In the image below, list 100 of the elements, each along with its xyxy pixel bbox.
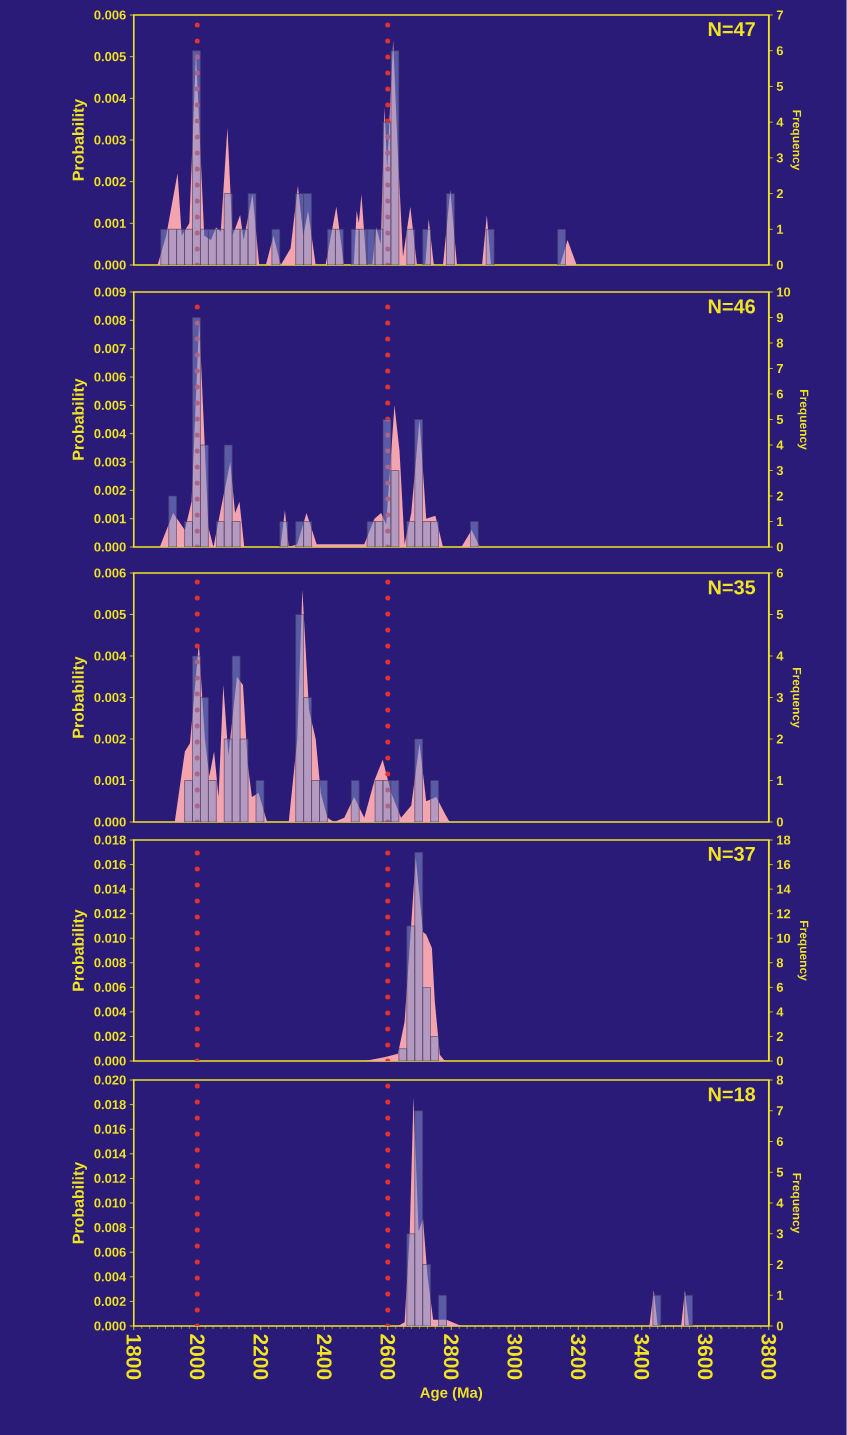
y-tick-label: 0.001 (94, 775, 126, 786)
y-tick-label: 0.004 (94, 1007, 127, 1017)
x-tick-label: 3800 (761, 1334, 777, 1380)
y2-tick-label: 0 (776, 260, 784, 270)
y2-axis-title: Frequency (797, 390, 809, 450)
x-tick-label: 2200 (253, 1334, 269, 1380)
y-tick-label: 0.016 (94, 1124, 126, 1134)
y2-tick-label: 5 (776, 1167, 784, 1177)
y2-tick-label: 6 (776, 568, 784, 578)
y-tick-label: 0.008 (94, 958, 126, 968)
y2-tick-label: 0 (776, 1056, 784, 1066)
y-tick-label: 0.002 (94, 734, 126, 744)
x-tick-label: 1800 (126, 1334, 142, 1380)
y2-tick-label: 2 (776, 734, 784, 744)
y-tick-label: 0.002 (94, 177, 126, 187)
x-tick-label: 3200 (570, 1334, 586, 1380)
y-axis-title: Probability (72, 1161, 88, 1244)
y-tick-label: 0.016 (94, 859, 126, 870)
y-tick-label: 0.000 (94, 817, 126, 827)
x-tick-label: 3400 (634, 1334, 650, 1380)
y2-tick-label: 6 (776, 46, 784, 56)
y2-tick-label: 8 (776, 958, 784, 968)
annotation: N=37 (708, 846, 755, 861)
y-tick-label: 0.020 (94, 1075, 126, 1085)
y2-tick-label: 6 (776, 389, 784, 399)
y2-tick-label: 1 (777, 224, 784, 234)
y-tick-label: 0.000 (94, 542, 126, 552)
x-tick-label: 2000 (189, 1334, 205, 1380)
y-axis-title: Probability (72, 378, 88, 460)
y-tick-label: 0.014 (94, 884, 127, 894)
y2-tick-label: 7 (776, 10, 784, 20)
y2-tick-label: 9 (776, 312, 784, 323)
y-tick-label: 0.004 (94, 1272, 127, 1282)
y2-tick-label: 5 (776, 414, 784, 425)
x-tick-label: 2400 (316, 1334, 332, 1380)
y-tick-label: 0.006 (94, 568, 126, 578)
y-tick-label: 0.006 (94, 1247, 126, 1257)
x-axis-title: Age (Ma) (420, 1386, 483, 1401)
y-axis-title: Probability (72, 909, 88, 991)
y2-tick-label: 0 (776, 817, 784, 827)
y2-tick-label: 1 (777, 517, 784, 526)
y2-tick-label: 0 (776, 542, 784, 552)
y2-tick-label: 6 (776, 982, 784, 992)
y-tick-label: 0.002 (94, 485, 126, 495)
y-tick-label: 0.004 (94, 93, 127, 103)
x-tick-label: 2800 (443, 1334, 459, 1380)
y2-tick-label: 14 (777, 884, 791, 894)
y-tick-label: 0.014 (94, 1149, 127, 1159)
y-tick-label: 0.000 (94, 1321, 126, 1331)
y2-tick-label: 3 (776, 1229, 784, 1239)
y-tick-label: 0.006 (94, 982, 126, 992)
y2-tick-label: 2 (776, 189, 784, 199)
y2-tick-label: 4 (776, 651, 784, 661)
y-tick-label: 0.004 (94, 429, 127, 439)
y2-tick-label: 4 (776, 117, 784, 127)
y2-tick-label: 12 (777, 909, 791, 919)
y-tick-label: 0.006 (94, 372, 126, 382)
y2-axis-title: Frequency (790, 668, 802, 728)
annotation: N=46 (708, 299, 756, 314)
annotation: N=47 (708, 22, 755, 36)
y2-tick-label: 3 (776, 692, 784, 703)
y-tick-label: 0.001 (94, 514, 126, 524)
y-tick-label: 0.008 (94, 315, 126, 325)
y2-tick-label: 4 (776, 1007, 784, 1017)
y2-tick-label: 7 (776, 1106, 784, 1116)
y-tick-label: 0.003 (94, 457, 126, 467)
y2-tick-label: 18 (777, 835, 791, 845)
y-tick-label: 0.012 (94, 909, 126, 919)
y2-tick-label: 1 (777, 776, 784, 785)
y2-tick-label: 1 (777, 1290, 784, 1300)
y2-tick-label: 2 (776, 1031, 784, 1041)
y2-tick-label: 4 (776, 440, 784, 450)
x-tick-label: 3600 (697, 1334, 713, 1380)
x-tick-label: 2600 (380, 1334, 396, 1380)
y-tick-label: 0.012 (94, 1173, 126, 1183)
y-tick-label: 0.010 (94, 1198, 126, 1208)
y-axis-title: Probability (72, 98, 88, 181)
annotation: N=35 (708, 580, 756, 595)
y-tick-label: 0.002 (94, 1296, 126, 1306)
y-tick-label: 0.005 (94, 609, 126, 620)
y-tick-label: 0.008 (94, 1223, 126, 1233)
y2-tick-label: 10 (777, 287, 791, 297)
y-tick-label: 0.004 (94, 651, 127, 661)
y2-axis-title: Frequency (790, 110, 802, 171)
y2-axis-title: Frequency (790, 1173, 802, 1234)
y-tick-label: 0.005 (94, 52, 126, 62)
y2-axis-title: Frequency (797, 921, 809, 981)
x-tick-label: 3000 (507, 1334, 523, 1380)
y-tick-label: 0.002 (94, 1031, 126, 1042)
y-tick-label: 0.001 (94, 218, 126, 228)
y-tick-label: 0.003 (94, 135, 126, 145)
y-tick-label: 0.000 (94, 1056, 126, 1066)
y2-tick-label: 2 (776, 491, 784, 501)
y-tick-label: 0.010 (94, 933, 126, 943)
y2-tick-label: 5 (776, 81, 784, 91)
y2-tick-label: 10 (777, 933, 791, 943)
y2-tick-label: 5 (776, 609, 784, 620)
y-tick-label: 0.003 (94, 692, 126, 703)
y-tick-label: 0.007 (94, 344, 126, 354)
y2-tick-label: 6 (776, 1136, 784, 1147)
